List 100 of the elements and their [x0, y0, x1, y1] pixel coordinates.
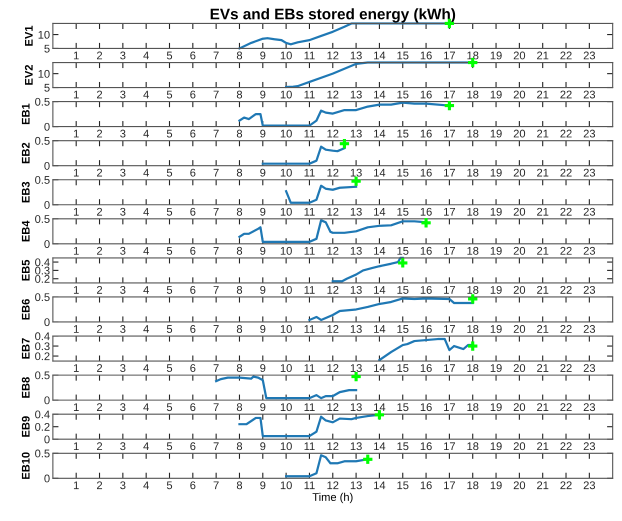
x-tick-label: 16: [420, 246, 432, 255]
x-tick-label: 4: [143, 52, 149, 60]
x-tick-label: 10: [280, 52, 292, 60]
x-tick-label: 9: [260, 364, 266, 372]
x-tick-label: 22: [560, 403, 572, 411]
x-tick-label: 1: [74, 130, 79, 138]
y-tick-label: 0.5: [35, 176, 50, 184]
x-tick-label: 12: [327, 90, 338, 98]
x-tick-label: 20: [514, 168, 526, 177]
x-tick-label: 13: [350, 90, 362, 98]
x-tick-label: 20: [514, 286, 526, 294]
x-tick-label: 21: [537, 168, 548, 177]
x-tick-label: 9: [260, 325, 266, 333]
x-tick-label: 13: [350, 52, 362, 60]
x-tick-label: 21: [537, 246, 548, 255]
x-tick-label: 13: [350, 286, 362, 294]
x-tick-label: 8: [236, 481, 242, 490]
x-tick-label: 7: [214, 442, 219, 450]
x-tick-label: 7: [214, 208, 219, 216]
x-tick-label: 20: [514, 130, 526, 138]
x-tick-label: 12: [327, 325, 338, 333]
x-tick-label: 18: [467, 208, 478, 216]
x-tick-label: 12: [327, 442, 338, 450]
x-tick-label: 11: [304, 442, 315, 450]
x-tick-label: 3: [120, 403, 126, 412]
x-tick-label: 8: [236, 52, 242, 60]
x-tick-label: 23: [584, 90, 596, 98]
x-tick-label: 14: [374, 442, 386, 450]
x-tick-label: 6: [190, 168, 196, 177]
x-tick-label: 14: [374, 403, 386, 411]
x-tick-label: 5: [166, 442, 172, 450]
x-tick-label: 6: [190, 442, 196, 450]
y-tick-label: 0: [44, 240, 50, 248]
x-tick-label: 4: [143, 403, 149, 411]
x-tick-label: 10: [280, 481, 292, 490]
x-tick-label: 14: [374, 90, 386, 98]
x-tick-label: 2: [96, 130, 102, 138]
x-tick-label: 11: [304, 52, 315, 60]
chart-title: EVs and EBs stored energy (kWh): [210, 8, 456, 23]
x-tick-label: 17: [444, 90, 456, 98]
x-tick-label: 8: [236, 246, 242, 255]
x-tick-label: 4: [143, 208, 149, 216]
x-tick-label: 5: [166, 247, 172, 255]
x-tick-label: 1: [74, 481, 79, 490]
x-tick-label: 19: [490, 286, 502, 294]
x-tick-label: 2: [96, 286, 102, 294]
x-tick-label: 5: [166, 286, 172, 294]
x-tick-label: 18: [467, 286, 478, 294]
x-tick-label: 16: [420, 168, 432, 177]
y-axis-title: EB5: [22, 260, 30, 280]
x-tick-label: 10: [280, 403, 292, 412]
x-tick-label: 6: [190, 364, 196, 372]
x-tick-label: 5: [166, 208, 172, 216]
x-tick-label: 18: [467, 442, 478, 450]
x-tick-label: 15: [397, 52, 408, 60]
y-tick-label: 0.4: [35, 258, 50, 266]
x-tick-label: 10: [280, 442, 292, 450]
x-tick-label: 2: [96, 481, 102, 490]
x-tick-label: 20: [514, 325, 526, 333]
y-tick-label: 0: [44, 122, 50, 131]
y-tick-label: 10: [38, 70, 50, 78]
x-tick-label: 17: [444, 325, 456, 333]
x-tick-label: 19: [490, 364, 502, 372]
x-tick-label: 21: [537, 325, 548, 333]
x-tick-label: 22: [560, 481, 572, 490]
x-tick-label: 15: [397, 286, 408, 294]
x-tick-label: 21: [537, 481, 548, 490]
x-tick-label: 23: [584, 364, 596, 372]
x-tick-label: 13: [350, 168, 362, 177]
x-tick-label: 15: [397, 442, 408, 450]
x-tick-label: 4: [143, 364, 149, 372]
x-tick-label: 16: [420, 130, 432, 138]
x-tick-label: 6: [190, 90, 196, 98]
y-axis-title: EB7: [22, 338, 30, 359]
x-tick-label: 14: [374, 130, 386, 138]
x-tick-label: 16: [420, 364, 432, 372]
x-tick-label: 7: [214, 286, 219, 294]
x-tick-label: 11: [304, 130, 315, 138]
x-tick-label: 11: [304, 208, 315, 216]
x-tick-label: 11: [304, 286, 315, 294]
x-tick-label: 23: [584, 246, 596, 255]
y-tick-label: 0.2: [35, 352, 50, 360]
x-tick-label: 19: [490, 481, 502, 490]
x-tick-label: 23: [584, 130, 596, 138]
x-tick-label: 16: [420, 325, 432, 333]
x-tick-label: 10: [280, 130, 292, 138]
y-axis-title: EV1: [25, 26, 33, 46]
x-tick-label: 10: [280, 246, 292, 255]
x-tick-label: 12: [327, 130, 338, 138]
x-tick-label: 8: [236, 364, 242, 372]
x-tick-label: 16: [420, 90, 432, 98]
x-tick-label: 10: [280, 90, 292, 98]
y-tick-label: 0: [44, 435, 50, 444]
x-tick-label: 18: [467, 90, 478, 98]
x-tick-label: 8: [236, 325, 242, 333]
x-tick-label: 21: [537, 403, 548, 411]
x-tick-label: 1: [74, 403, 79, 411]
x-tick-label: 1: [74, 442, 79, 450]
x-tick-label: 6: [190, 286, 196, 294]
y-tick-label: 10: [38, 30, 50, 39]
